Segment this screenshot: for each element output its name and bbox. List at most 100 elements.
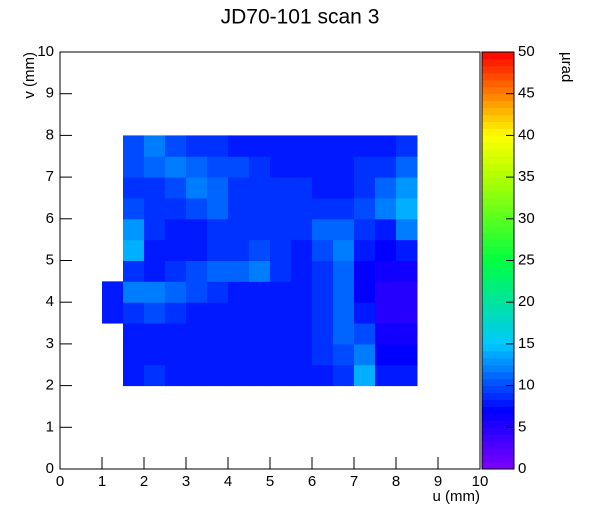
colorbar-segment <box>482 441 514 449</box>
heatmap-cell <box>165 239 187 261</box>
colorbar-segment <box>482 246 514 255</box>
heatmap-cell <box>312 218 334 241</box>
colorbar-segment <box>482 420 514 428</box>
heatmap-cell <box>333 260 355 282</box>
x-tick-label: 8 <box>392 473 400 490</box>
heatmap-cell <box>165 260 187 282</box>
heatmap-cell <box>186 156 208 178</box>
heatmap-cell <box>270 364 292 387</box>
colorbar-segment <box>482 149 514 157</box>
heatmap-cell <box>165 156 187 178</box>
colorbar-segment <box>482 302 514 310</box>
heatmap-cell <box>375 343 397 366</box>
z-tick-label: 20 <box>518 293 535 310</box>
x-axis-label: u (mm) <box>433 488 481 505</box>
heatmap-cell <box>270 239 292 261</box>
colorbar-segment <box>482 79 514 88</box>
heatmap-cell <box>207 323 229 345</box>
colorbar-segment <box>482 434 514 442</box>
heatmap-cell <box>228 302 250 324</box>
heatmap-cell <box>270 302 292 324</box>
colorbar-segment <box>482 100 514 109</box>
heatmap-cell <box>375 323 397 345</box>
heatmap-cell <box>333 364 355 387</box>
x-tick-label: 2 <box>140 473 148 490</box>
heatmap-cell <box>312 281 334 303</box>
heatmap-cell <box>207 364 229 387</box>
colorbar-segment <box>482 211 514 220</box>
colorbar-segment <box>482 253 514 261</box>
colorbar-segment <box>482 121 514 129</box>
colorbar-segment <box>482 281 514 289</box>
heatmap-cell <box>312 323 334 345</box>
heatmap-cell <box>228 281 250 303</box>
heatmap-cell <box>228 135 250 157</box>
colorbar-segment <box>482 107 514 116</box>
heatmap-cell <box>312 343 334 366</box>
heatmap-cell <box>228 197 250 220</box>
heatmap-cell <box>312 302 334 324</box>
colorbar-segment <box>482 274 514 282</box>
heatmap-cell <box>333 323 355 345</box>
heatmap-cell <box>165 302 187 324</box>
heatmap-cell <box>144 302 166 324</box>
z-tick-label: 0 <box>518 460 526 477</box>
heatmap-cell <box>207 197 229 220</box>
colorbar-segment <box>482 225 514 234</box>
heatmap-cell <box>186 239 208 261</box>
heatmap-cell <box>312 197 334 220</box>
heatmap-cell <box>144 281 166 303</box>
x-tick-label: 9 <box>434 473 442 490</box>
heatmap-cell <box>396 302 418 324</box>
heatmap-cell <box>333 156 355 178</box>
colorbar-segment <box>482 336 514 345</box>
z-tick-label: 35 <box>518 168 535 185</box>
heatmap-cell <box>144 156 166 178</box>
heatmap-cell <box>207 156 229 178</box>
colorbar-segment <box>482 371 514 380</box>
heatmap-cell <box>333 177 355 199</box>
colorbar-segment <box>482 309 514 317</box>
y-tick-label: 8 <box>46 126 54 143</box>
colorbar-segment <box>482 448 514 456</box>
heatmap-cell <box>249 260 271 282</box>
heatmap-cell <box>249 156 271 178</box>
heatmap-cell <box>249 218 271 241</box>
heatmap-cell <box>123 260 145 282</box>
heatmap-cell <box>312 177 334 199</box>
heatmap-cell <box>270 323 292 345</box>
chart-title: JD70-101 scan 3 <box>221 6 380 29</box>
heatmap-cell <box>312 260 334 282</box>
heatmap-cell <box>375 156 397 178</box>
z-tick-label: 10 <box>518 377 535 394</box>
heatmap-cell <box>186 260 208 282</box>
heatmap-cell <box>291 260 313 282</box>
colorbar-segment <box>482 399 514 407</box>
heatmap-cell <box>144 343 166 366</box>
colorbar-segment <box>482 357 514 366</box>
heatmap-cell <box>228 156 250 178</box>
heatmap-cell <box>354 364 376 387</box>
colorbar-segment <box>482 163 514 171</box>
heatmap-cell <box>375 135 397 157</box>
colorbar-segment <box>482 93 514 102</box>
heatmap-cell <box>207 302 229 324</box>
colorbar-segment <box>482 343 514 352</box>
heatmap-cell <box>144 323 166 345</box>
heatmap-cell <box>102 302 124 324</box>
heatmap-cell <box>375 302 397 324</box>
heatmap-cell <box>312 135 334 157</box>
heatmap-cell <box>375 177 397 199</box>
heatmap-cell <box>396 135 418 157</box>
heatmap-cell <box>333 239 355 261</box>
heatmap-cell <box>249 323 271 345</box>
colorbar-segment <box>482 65 514 74</box>
y-tick-label: 6 <box>46 210 54 227</box>
heatmap-cell <box>186 364 208 387</box>
heatmap-cell <box>333 197 355 220</box>
heatmap-cell <box>354 239 376 261</box>
colorbar-segment <box>482 267 514 275</box>
heatmap-cell <box>396 239 418 261</box>
heatmap-cell <box>186 302 208 324</box>
heatmap-cell <box>123 364 145 387</box>
